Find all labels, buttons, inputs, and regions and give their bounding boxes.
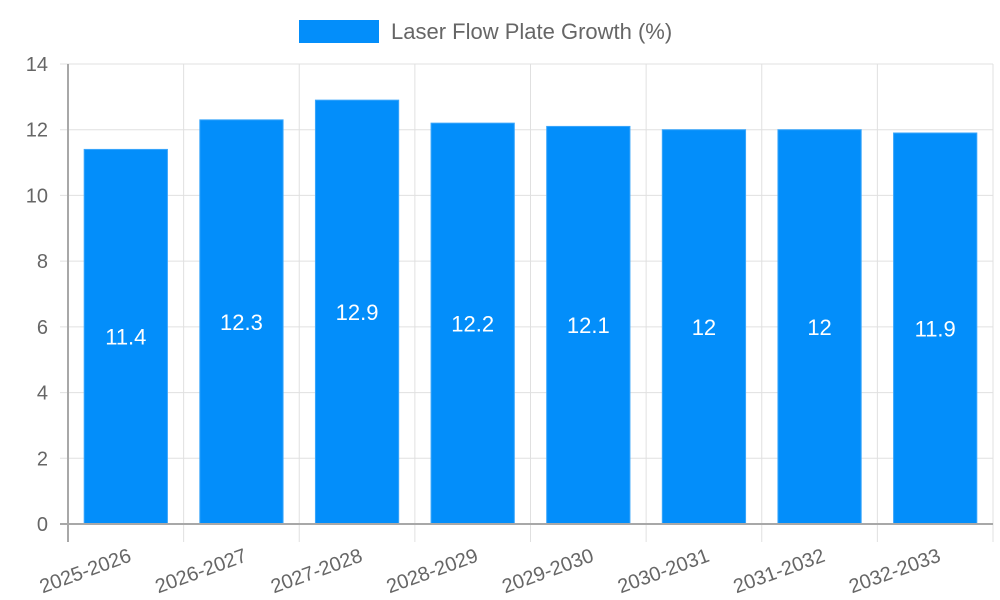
y-tick-label: 12 xyxy=(26,120,48,142)
bar-value-label: 12.9 xyxy=(336,300,379,325)
x-tick-label: 2031-2032 xyxy=(731,545,828,598)
bar[interactable] xyxy=(314,99,400,525)
bar[interactable] xyxy=(777,129,862,525)
x-tick-label: 2032-2033 xyxy=(846,545,943,598)
x-tick-label: 2028-2029 xyxy=(384,545,481,598)
x-axis-ticks: 2025-2026 2026-2027 2027-2028 2028-2029 2029… xyxy=(37,545,944,598)
x-tick-label: 2029-2030 xyxy=(499,545,596,598)
legend-label: Laser Flow Plate Growth (%) xyxy=(391,19,672,44)
y-tick-label: 14 xyxy=(26,54,48,76)
bar[interactable] xyxy=(199,119,284,525)
y-tick-label: 6 xyxy=(37,317,48,339)
bar[interactable] xyxy=(83,148,168,525)
bar-value-label: 11.4 xyxy=(105,325,146,350)
x-tick-label: 2030-2031 xyxy=(615,545,712,598)
y-tick-label: 0 xyxy=(37,514,48,536)
bar-value-label: 12 xyxy=(692,315,716,340)
bar[interactable] xyxy=(893,132,978,525)
y-tick-label: 4 xyxy=(37,383,48,405)
axes xyxy=(60,64,993,542)
bar[interactable] xyxy=(546,125,631,525)
legend-swatch xyxy=(299,20,379,43)
bar-value-label: 11.9 xyxy=(915,317,956,342)
bar-value-label: 12.3 xyxy=(220,310,263,335)
data-labels: 11.4 12.3 12.9 12.2 12.1 12 12 11.9 xyxy=(105,300,956,350)
bar[interactable] xyxy=(430,122,515,525)
bar-value-label: 12.2 xyxy=(451,312,494,337)
bar-value-label: 12.1 xyxy=(567,313,610,338)
bar-value-label: 12 xyxy=(807,315,831,340)
x-tick-label: 2027-2028 xyxy=(268,545,365,598)
y-tick-label: 10 xyxy=(26,185,48,207)
x-tick-label: 2025-2026 xyxy=(37,545,134,598)
y-tick-label: 2 xyxy=(37,448,48,470)
y-axis-ticks: 0 2 4 6 8 10 12 14 xyxy=(26,54,48,536)
bar-series xyxy=(83,99,978,525)
x-tick-label: 2026-2027 xyxy=(152,545,249,598)
bar[interactable] xyxy=(661,129,747,525)
y-tick-label: 8 xyxy=(37,251,48,273)
chart-legend[interactable]: Laser Flow Plate Growth (%) xyxy=(299,19,672,44)
